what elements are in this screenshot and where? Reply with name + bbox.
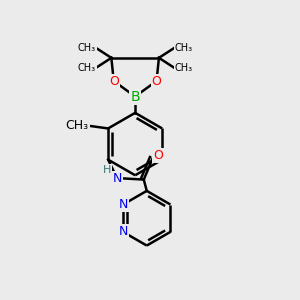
- Text: CH₃: CH₃: [78, 43, 96, 53]
- Text: N: N: [118, 225, 128, 239]
- Text: CH₃: CH₃: [78, 63, 96, 73]
- Text: O: O: [153, 149, 163, 162]
- Text: CH₃: CH₃: [175, 63, 193, 73]
- Text: CH₃: CH₃: [66, 119, 89, 132]
- Text: N: N: [118, 198, 128, 211]
- Text: O: O: [109, 74, 119, 88]
- Text: N: N: [112, 172, 122, 184]
- Text: O: O: [152, 74, 161, 88]
- Text: H: H: [102, 165, 111, 175]
- Text: B: B: [130, 89, 140, 103]
- Text: CH₃: CH₃: [175, 43, 193, 53]
